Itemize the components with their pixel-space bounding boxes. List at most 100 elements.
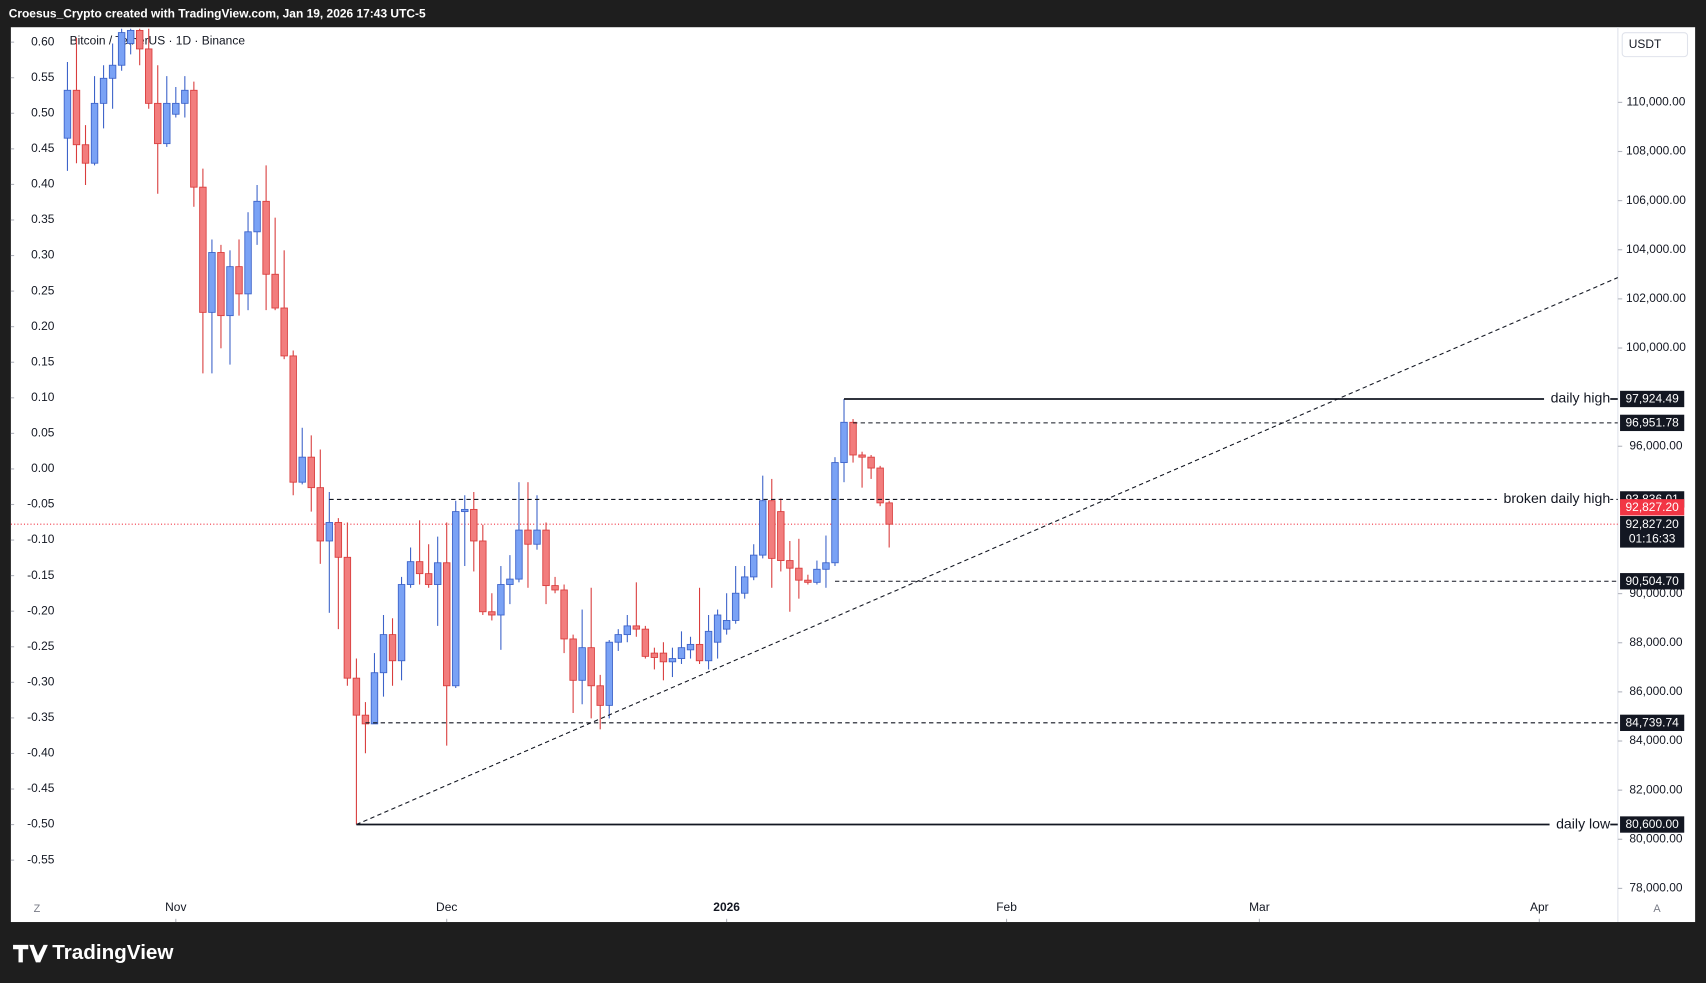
y-tick-label: 86,000.00 — [1629, 684, 1683, 698]
candle-body — [199, 186, 207, 313]
currency-box[interactable] — [1621, 32, 1689, 58]
price-flag-label: 80,600.00 — [1626, 817, 1680, 831]
candle-body — [388, 634, 397, 662]
candle-body — [397, 584, 406, 662]
candle-body — [759, 500, 767, 556]
candle-body — [72, 89, 81, 146]
candle-body — [479, 540, 487, 613]
candle-body — [316, 487, 324, 542]
candle-body — [740, 576, 749, 594]
candle-body — [858, 454, 866, 458]
candle-body — [325, 522, 334, 542]
level-text: broken daily high — [1503, 490, 1610, 506]
x-tick-label: Nov — [165, 900, 186, 914]
y2-tick-label: 0.50 — [31, 105, 55, 119]
candle-body — [63, 89, 72, 139]
candle-body — [849, 421, 857, 456]
y2-tick-label: 0.40 — [31, 177, 55, 191]
y2-tick-label: 0.05 — [31, 426, 55, 440]
candle-body — [750, 554, 758, 578]
candle-body — [145, 48, 153, 104]
candle-body — [307, 456, 315, 489]
candle-body — [298, 456, 306, 483]
candle-body — [81, 144, 90, 164]
level-text-bg — [1496, 490, 1611, 509]
y2-tick-label: 0.10 — [31, 390, 55, 404]
y-tick-label: 102,000.00 — [1626, 291, 1686, 305]
candle-body — [244, 231, 252, 295]
candle-body — [650, 652, 659, 658]
logo-icon — [13, 944, 48, 963]
candle-body — [262, 200, 270, 275]
level-text: daily high — [1551, 390, 1611, 406]
candle-body — [668, 658, 677, 663]
candle-body — [786, 560, 794, 569]
candle-body — [226, 266, 234, 317]
candle-body — [208, 252, 216, 313]
candle-body — [623, 625, 631, 636]
candle-body — [181, 89, 189, 104]
candle-body — [497, 584, 505, 616]
y2-tick-label: 0.45 — [31, 141, 55, 155]
x-tick-label: 2026 — [713, 900, 740, 914]
candle-body — [831, 462, 839, 564]
candle-body — [334, 522, 343, 558]
y-tick-label: 88,000.00 — [1629, 635, 1683, 649]
candle-body — [731, 592, 740, 621]
y2-tick-label: -0.30 — [27, 674, 55, 688]
candle-body — [126, 29, 135, 44]
y-tick-label: 82,000.00 — [1629, 782, 1683, 796]
candle-body — [840, 421, 848, 464]
candle-body — [686, 643, 695, 651]
credit: Croesus_Crypto created with TradingView.… — [9, 6, 426, 20]
candle-body — [777, 511, 785, 562]
y2-tick-label: 0.60 — [31, 34, 55, 48]
candle-body — [190, 89, 198, 188]
candle-body — [172, 102, 180, 115]
candle-body — [659, 652, 668, 663]
candle-body — [695, 643, 704, 662]
price-flag — [1620, 573, 1685, 590]
y2-tick-label: -0.35 — [27, 710, 55, 724]
candle-body — [424, 573, 433, 585]
scale-button[interactable]: Z — [34, 903, 41, 915]
candle-body — [135, 29, 144, 50]
candle-body — [876, 467, 884, 504]
x-tick-label: Mar — [1249, 900, 1270, 914]
candle-body — [813, 568, 821, 583]
y2-tick-label: -0.45 — [27, 781, 55, 795]
candle-body — [117, 32, 126, 66]
candle-body — [154, 102, 162, 145]
candle-body — [632, 625, 641, 630]
logo: TradingView — [13, 941, 174, 964]
y-tick-label: 80,000.00 — [1629, 831, 1683, 845]
candle-body — [415, 561, 424, 575]
candle-body — [370, 672, 379, 725]
price-flag-label: 90,504.70 — [1626, 574, 1680, 588]
y2-tick-label: -0.20 — [27, 603, 55, 617]
candle-body — [542, 529, 550, 587]
candle-body — [406, 561, 415, 585]
candle-body — [596, 685, 604, 706]
y-tick-label: 110,000.00 — [1626, 95, 1685, 109]
currency[interactable]: USDT — [1629, 37, 1662, 51]
y2-tick-label: 0.55 — [31, 70, 55, 84]
candle-body — [569, 638, 577, 681]
candle-body — [99, 77, 108, 104]
x-tick-label: Feb — [996, 900, 1017, 914]
scale-button[interactable]: A — [1653, 903, 1661, 915]
y-tick-label: 100,000.00 — [1626, 340, 1686, 354]
candle-body — [587, 647, 595, 687]
y2-tick-label: -0.15 — [27, 568, 55, 582]
candle-body — [506, 578, 514, 585]
y2-tick-label: -0.50 — [27, 817, 55, 831]
candle-body — [217, 252, 225, 317]
candle-body — [524, 529, 532, 545]
candle-body — [533, 529, 541, 545]
y-tick-label: 78,000.00 — [1629, 881, 1683, 895]
y2-tick-label: 0.35 — [31, 212, 55, 226]
last-price-box — [1620, 516, 1685, 548]
candle-body — [343, 556, 352, 679]
plot — [10, 28, 1618, 826]
